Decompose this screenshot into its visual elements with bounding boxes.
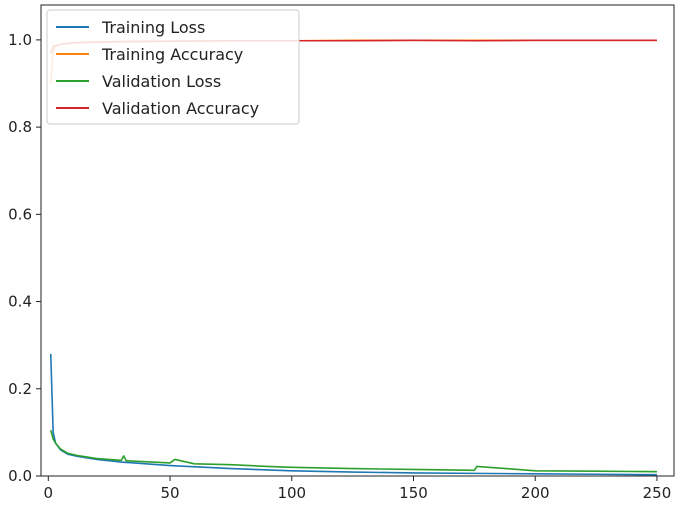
series-line-3 bbox=[49, 429, 657, 473]
legend: Training Loss Training Accuracy Validation… bbox=[46, 9, 300, 125]
axes-layer: 0 50 100 150 200 250 0.0 0.2 0.4 0.6 0.8 1.0 bbox=[8, 4, 675, 502]
plot-frame bbox=[40, 4, 675, 477]
x-tick-label: 200 bbox=[521, 484, 550, 502]
y-tick-label: 0.8 bbox=[8, 118, 32, 136]
x-tick-label: 150 bbox=[399, 484, 428, 502]
x-tick-label: 250 bbox=[643, 484, 672, 502]
x-tick-label: 0 bbox=[44, 484, 54, 502]
legend-label-1: Training Loss bbox=[101, 18, 205, 37]
y-tick-label: 0.2 bbox=[8, 380, 32, 398]
legend-label-4: Validation Accuracy bbox=[102, 99, 259, 118]
y-tick-label: 0.4 bbox=[8, 293, 32, 311]
x-tick-label: 100 bbox=[277, 484, 306, 502]
y-tick-label: 1.0 bbox=[8, 31, 32, 49]
legend-box bbox=[46, 9, 300, 125]
series-line-1 bbox=[49, 353, 657, 476]
legend-label-2: Training Accuracy bbox=[101, 45, 243, 64]
x-tick-label: 50 bbox=[160, 484, 179, 502]
legend-label-3: Validation Loss bbox=[102, 72, 221, 91]
y-tick-label: 0.6 bbox=[8, 205, 32, 223]
y-tick-label: 0.0 bbox=[8, 467, 32, 485]
